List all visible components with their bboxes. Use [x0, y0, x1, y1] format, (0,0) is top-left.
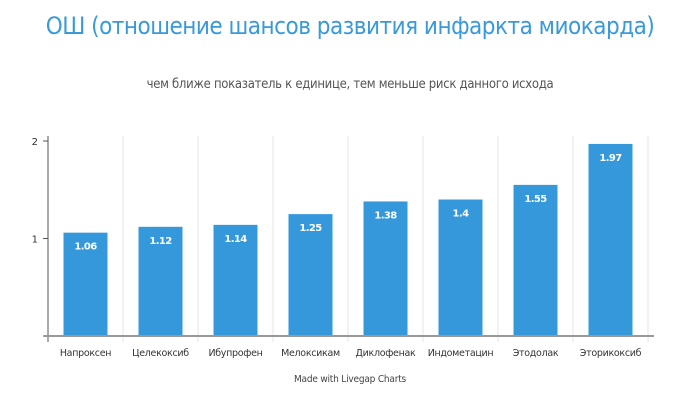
y-tick-label: 2: [32, 137, 38, 148]
bar-5: [363, 201, 408, 336]
bar-1: [63, 232, 108, 336]
x-tick-label: Диклофенак: [356, 348, 417, 359]
data-label: 1.55: [524, 194, 547, 205]
bar-8: [588, 143, 633, 336]
bar-4: [288, 214, 333, 336]
footer-credit[interactable]: Made with Livegap Charts: [293, 374, 407, 385]
x-tick-label: Этодолак: [513, 348, 559, 359]
x-tick-label: Мелоксикам: [281, 348, 340, 359]
x-tick-label: Ибупрофен: [208, 348, 262, 359]
x-tick-label: Напроксен: [60, 348, 111, 359]
data-label: 1.12: [149, 236, 172, 247]
x-tick-label: Индометацин: [428, 348, 494, 359]
data-label: 1.97: [599, 153, 622, 164]
bar-7: [513, 184, 558, 336]
chart-subtitle: чем ближе показатель к единице, тем мень…: [146, 77, 554, 92]
y-tick-label: 1: [32, 235, 38, 246]
data-label: 1.14: [224, 234, 247, 245]
data-label: 1.4: [453, 209, 470, 220]
x-tick-label: Эторикоксиб: [580, 348, 642, 359]
data-label: 1.25: [299, 223, 322, 234]
bar-6: [438, 199, 483, 336]
bar-3: [213, 224, 258, 336]
data-label: 1.06: [74, 242, 97, 253]
chart-title: ОШ (отношение шансов развития инфаркта м…: [45, 12, 655, 40]
bar-2: [138, 226, 183, 336]
data-label: 1.38: [374, 210, 397, 221]
x-tick-label: Целекоксиб: [132, 348, 189, 359]
